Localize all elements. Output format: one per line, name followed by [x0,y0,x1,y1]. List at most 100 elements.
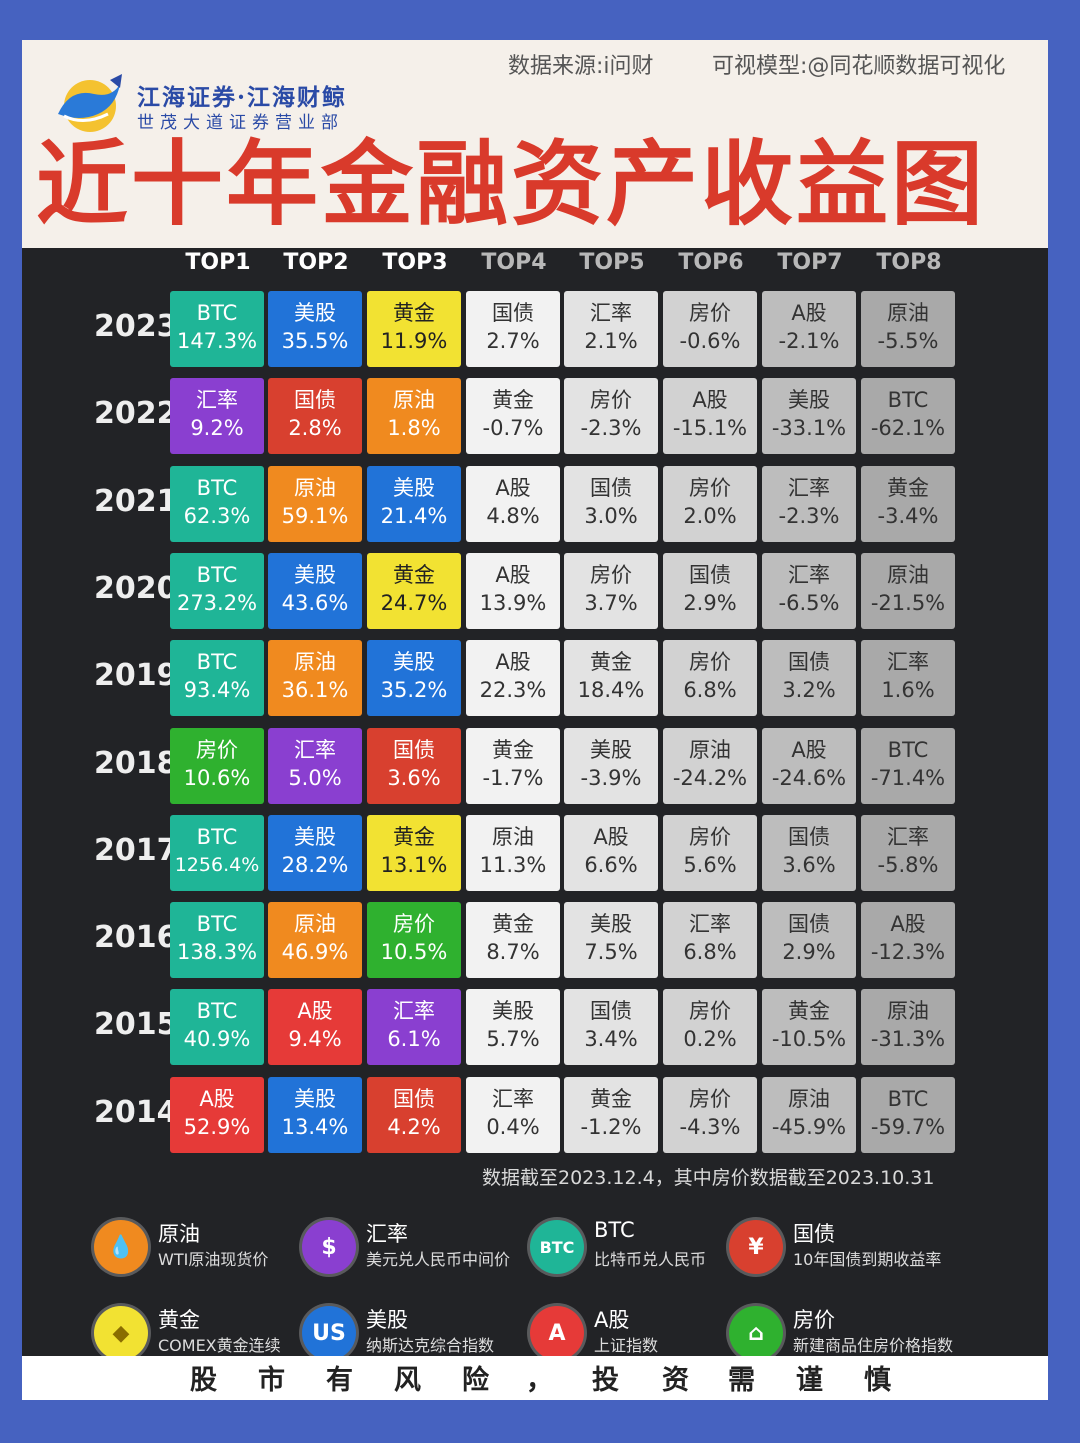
return-value: 28.2% [281,852,349,877]
return-cell: A股 -15.1% [663,378,757,455]
oil-drop-icon: 💧 [94,1220,148,1274]
return-cell: 原油 -21.5% [861,552,955,629]
return-cell: 美股 -33.1% [762,378,856,455]
asset-name: A股 [297,999,333,1024]
return-value: 2.9% [782,940,836,965]
asset-name: 原油 [887,562,929,587]
legend-name: 黄金 [158,1308,200,1332]
return-value: 0.2% [683,1027,737,1052]
asset-name: 原油 [788,1086,830,1111]
asset-name: 国债 [393,737,435,762]
return-cell: 黄金 -10.5% [762,989,856,1066]
column-header: TOP8 [876,250,942,275]
return-cell: BTC 40.9% [170,989,264,1066]
infographic-card: 江海证券·江海财鲸 世茂大道证券营业部 数据来源:i问财 可视模型:@同花顺数据… [22,40,1048,1400]
asset-name: 房价 [689,1086,731,1111]
asset-name: BTC [196,562,238,587]
return-cell: 汇率 -6.5% [762,552,856,629]
return-value: -1.7% [482,765,544,790]
return-cell: 美股 7.5% [564,902,658,979]
asset-name: BTC [196,824,238,849]
asset-name: 房价 [689,650,731,675]
asset-name: 黄金 [492,737,534,762]
legend-name: 美股 [366,1308,408,1332]
legend-desc: 新建商品住房价格指数 [793,1336,954,1355]
return-cell: A股 -24.6% [762,727,856,804]
return-cell: 汇率 9.2% [170,378,264,455]
return-value: 21.4% [380,503,448,528]
return-value: 138.3% [176,940,258,965]
return-cell: 国债 3.6% [762,814,856,891]
asset-name: 美股 [590,737,632,762]
return-cell: 原油 36.1% [268,640,362,717]
return-value: 22.3% [479,678,547,703]
return-cell: 原油 -31.3% [861,989,955,1066]
return-cell: 房价 5.6% [663,814,757,891]
legend-desc: 上证指数 [594,1336,659,1355]
return-value: -10.5% [771,1027,847,1052]
return-cell: 国债 3.2% [762,640,856,717]
legend-name: 原油 [158,1222,200,1246]
return-cell: BTC 138.3% [170,902,264,979]
asset-name: 黄金 [393,824,435,849]
data-source: 数据来源:i问财 [508,54,654,79]
legend-desc: WTI原油现货价 [158,1250,269,1269]
return-cell: 美股 -3.9% [564,727,658,804]
return-value: 9.4% [288,1027,342,1052]
return-value: 147.3% [176,329,258,353]
return-value: 35.5% [281,329,349,353]
return-cell: 汇率 1.6% [861,640,955,717]
return-cell: A股 52.9% [170,1076,264,1153]
asset-name: 房价 [393,912,435,937]
asset-name: 国债 [492,301,534,325]
return-cell: A股 9.4% [268,989,362,1066]
return-value: -21.5% [870,590,946,615]
footer-char: 资 [662,1365,689,1396]
return-cell: A股 -2.1% [762,291,856,367]
return-value: 35.2% [380,678,448,703]
return-value: 2.1% [584,329,638,353]
footer-char: 需 [728,1365,755,1396]
asset-name: 国债 [788,650,830,675]
return-value: -31.3% [870,1027,946,1052]
asset-name: 国债 [788,824,830,849]
return-value: 3.4% [584,1027,638,1052]
return-cell: 原油 -24.2% [663,727,757,804]
return-cell: BTC 147.3% [170,291,264,367]
legend-name: BTC [594,1218,635,1242]
asset-name: BTC [196,999,238,1024]
return-cell: 美股 35.5% [268,291,362,367]
asset-name: A股 [199,1086,235,1111]
return-value: 3.6% [782,852,836,877]
asset-name: 汇率 [492,1086,534,1111]
return-value: -2.3% [778,503,840,528]
return-cell: 原油 -5.5% [861,291,955,367]
return-cell: 汇率 0.4% [466,1076,560,1153]
return-value: 8.7% [486,940,540,965]
bond-icon: ¥ [729,1220,783,1274]
asset-name: 原油 [294,912,336,937]
return-cell: 原油 46.9% [268,902,362,979]
return-value: 6.8% [683,678,737,703]
asset-name: 房价 [689,475,731,500]
legend-name: 汇率 [366,1222,408,1246]
legend-desc: 比特币兑人民币 [594,1250,707,1269]
asset-name: 房价 [590,388,632,413]
return-cell: 国债 2.7% [466,291,560,367]
footer-char: 谨 [796,1365,823,1396]
return-cell: 房价 6.8% [663,640,757,717]
return-cell: BTC 1256.4% [170,814,264,891]
return-cell: 国债 2.9% [762,902,856,979]
return-cell: 房价 3.7% [564,552,658,629]
data-note: 数据截至2023.12.4，其中房价数据截至2023.10.31 [482,1167,935,1189]
return-cell: 房价 0.2% [663,989,757,1066]
return-value: -0.7% [482,416,544,441]
year-label: 2017 [94,832,178,868]
return-value: 273.2% [176,590,258,615]
return-cell: BTC -62.1% [861,378,955,455]
return-value: 2.8% [288,416,342,441]
legend-desc: 纳斯达克综合指数 [366,1336,495,1355]
return-cell: 国债 3.0% [564,465,658,542]
return-value: -1.2% [580,1114,642,1139]
gold-icon: ◆ [94,1306,148,1360]
